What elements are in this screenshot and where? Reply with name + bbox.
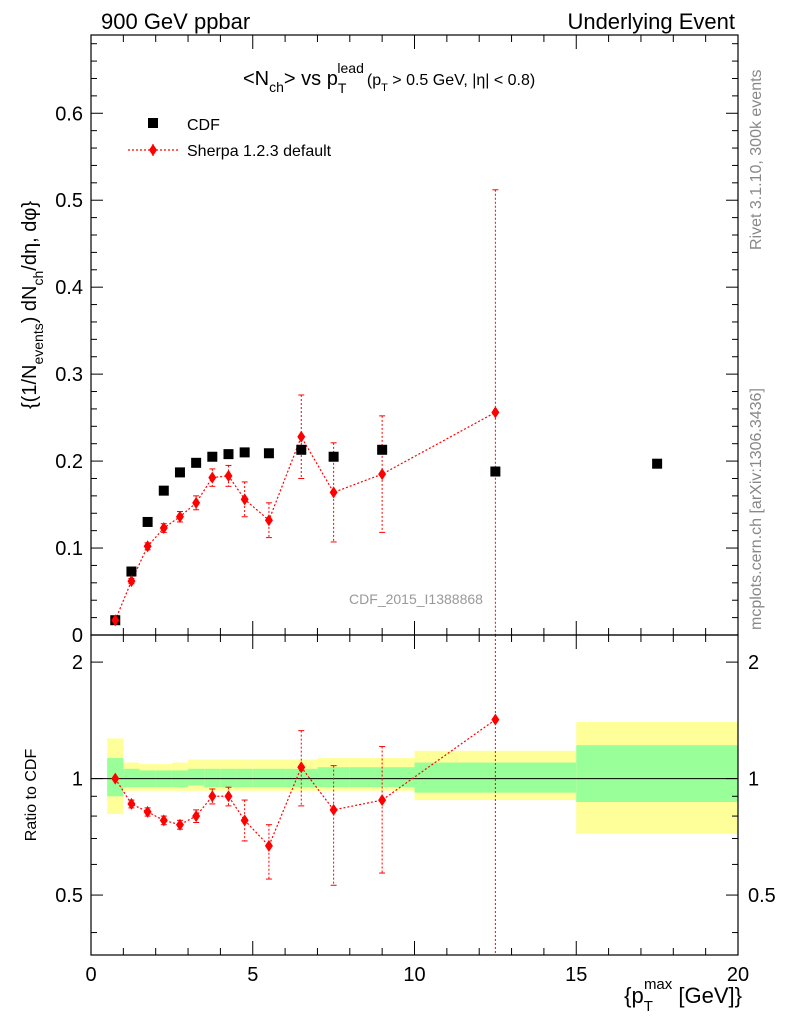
sherpa-point: [297, 430, 306, 443]
xlabel: {pTmax [GeV]}: [624, 976, 742, 1015]
cdf-point: [126, 566, 137, 577]
main-ylabel: {(1/Nevents) dNch/dη, dφ}: [19, 201, 46, 409]
sherpa-point: [208, 471, 217, 484]
ratio-band-green: [252, 768, 286, 788]
ratio-point: [111, 772, 120, 785]
cdf-point: [239, 447, 250, 458]
ratio-band-green: [236, 768, 253, 788]
sherpa-point: [111, 614, 120, 627]
ratio-point: [264, 839, 273, 852]
legend-marker-cdf: [148, 118, 158, 128]
ratio-point: [224, 790, 233, 803]
legend-label-sherpa: Sherpa 1.2.3 default: [187, 143, 332, 160]
cdf-point: [142, 516, 153, 527]
cdf-point: [207, 451, 218, 462]
ratio-panel: 0.5 0.5 1 1 2 2 0 5 10 15 20 Ratio to CDF {pTmax …: [23, 634, 776, 1015]
ratio-point: [378, 794, 387, 807]
ratio-point: [143, 805, 152, 818]
legend-marker-sherpa: [149, 144, 157, 156]
sherpa-point: [175, 510, 184, 523]
mcplots-label: mcplots.cern.ch [arXiv:1306.3436]: [748, 388, 765, 630]
cdf-point: [296, 444, 307, 455]
xtick-label: 0: [85, 964, 96, 986]
xtick-label: 5: [247, 964, 258, 986]
header-left: 900 GeV ppbar: [101, 9, 250, 34]
ratio-ytick-label-right: 1: [748, 769, 759, 791]
cdf-point: [652, 458, 663, 469]
sherpa-point: [159, 522, 168, 535]
ratio-point: [329, 803, 338, 816]
cdf-point: [191, 457, 202, 468]
sherpa-point: [264, 514, 273, 527]
ratio-point: [240, 814, 249, 827]
legend: CDF Sherpa 1.2.3 default: [128, 117, 332, 160]
xtick-label: 20: [727, 964, 749, 986]
cdf-point: [174, 467, 185, 478]
ratio-band-green: [576, 745, 738, 802]
ratio-ylabel: Ratio to CDF: [23, 749, 40, 842]
sherpa-point: [224, 469, 233, 482]
main-ytick-label: 0.1: [55, 538, 83, 560]
main-ytick-label: 0.6: [55, 103, 83, 125]
ratio-band-green: [317, 767, 350, 788]
main-panel: CDF_2015_I1388868 0 0.1 0.2 0.3 0.4 0.5 0.6 <N…: [19, 34, 739, 647]
sherpa-point: [378, 468, 387, 481]
ratio-band-green: [285, 768, 318, 788]
ratio-point: [127, 797, 136, 810]
header-right: Underlying Event: [567, 9, 735, 34]
main-title: <Nch> vs pTlead(pT > 0.5 GeV, |η| < 0.8): [243, 60, 535, 96]
sherpa-point: [143, 540, 152, 553]
watermark: CDF_2015_I1388868: [349, 591, 483, 607]
cdf-point: [328, 451, 339, 462]
main-ytick-label: 0.2: [55, 451, 83, 473]
cdf-point: [490, 466, 501, 477]
cdf-point: [377, 444, 388, 455]
main-ytick-label: 0: [72, 625, 83, 647]
cdf-point: [223, 449, 234, 460]
rivet-label: Rivet 3.1.10, 300k events: [748, 69, 765, 250]
ratio-band-green: [188, 768, 205, 786]
ratio-ytick-label-right: 0.5: [748, 885, 776, 907]
xtick-label: 15: [565, 964, 587, 986]
sherpa-point: [127, 575, 136, 588]
ratio-line: [114, 719, 496, 847]
ratio-point: [175, 818, 184, 831]
ratio-ytick-label-right: 2: [748, 652, 759, 674]
cdf-point: [263, 448, 274, 459]
ratio-band-green: [349, 767, 415, 788]
ratio-ytick-label: 1: [72, 769, 83, 791]
main-ytick-label: 0.3: [55, 364, 83, 386]
ratio-point: [491, 713, 500, 726]
sherpa-point: [329, 486, 338, 499]
ratio-ytick-label: 0.5: [55, 885, 83, 907]
xtick-label: 10: [403, 964, 425, 986]
ratio-point: [159, 814, 168, 827]
main-ytick-label: 0.5: [55, 190, 83, 212]
legend-label-cdf: CDF: [187, 117, 220, 134]
ratio-point: [297, 761, 306, 774]
ratio-point: [208, 790, 217, 803]
ratio-band-green: [204, 768, 221, 788]
sherpa-point: [192, 496, 201, 509]
sherpa-point: [491, 406, 500, 419]
main-ytick-label: 0.4: [55, 277, 83, 299]
cdf-point: [158, 485, 169, 496]
ratio-point: [192, 810, 201, 823]
ratio-band-green: [220, 768, 237, 788]
sherpa-point: [240, 493, 249, 506]
ratio-band-green: [123, 768, 140, 788]
ratio-ytick-label: 2: [72, 652, 83, 674]
sherpa-line: [114, 411, 496, 621]
